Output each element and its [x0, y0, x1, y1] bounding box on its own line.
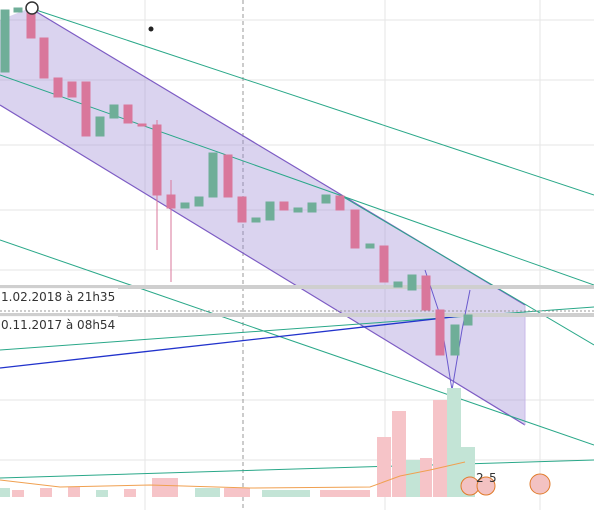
label-bg [0, 316, 118, 333]
trend-lines [0, 7, 594, 479]
date-label: 1.02.2018 à 21h35 [1, 290, 115, 304]
volume [0, 388, 475, 497]
channel [0, 8, 525, 425]
event-count: 5 [489, 471, 497, 485]
dot [148, 26, 154, 32]
channel-bottom [0, 104, 526, 426]
volume-ma [0, 461, 466, 489]
anchor-point[interactable] [25, 1, 39, 15]
date-label: 0.11.2017 à 08h54 [1, 318, 115, 332]
label-bg [0, 288, 118, 305]
band-lower [0, 313, 594, 317]
band-upper [0, 285, 594, 289]
event-count: 2 [476, 471, 484, 485]
candles [0, 7, 473, 356]
blue-line [0, 314, 471, 369]
event-flags[interactable]: 2 5 [460, 471, 551, 496]
